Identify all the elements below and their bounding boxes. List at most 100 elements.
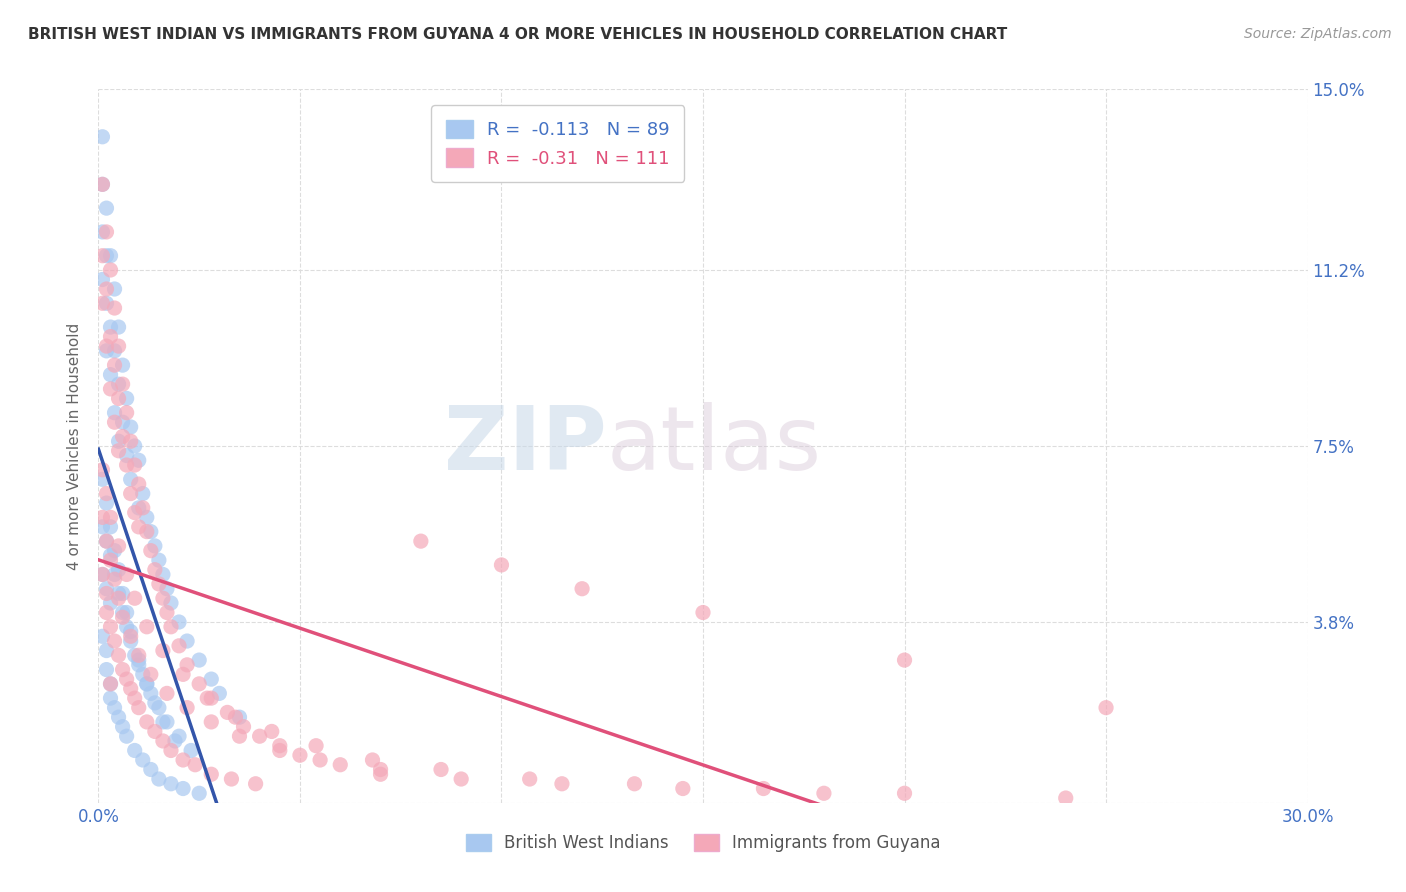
Point <box>200 672 222 686</box>
Point <box>91 272 114 286</box>
Point <box>96 606 118 620</box>
Point <box>115 729 138 743</box>
Point <box>128 648 150 663</box>
Point <box>128 653 150 667</box>
Point <box>152 734 174 748</box>
Point <box>91 178 114 192</box>
Point <box>195 691 218 706</box>
Point <box>152 567 174 582</box>
Point <box>156 714 179 729</box>
Point <box>172 753 194 767</box>
Point <box>200 691 222 706</box>
Point <box>128 453 150 467</box>
Point <box>128 500 150 515</box>
Point <box>139 524 162 539</box>
Point <box>430 763 453 777</box>
Point <box>96 339 118 353</box>
Point <box>100 596 122 610</box>
Point <box>100 263 122 277</box>
Point <box>103 572 125 586</box>
Point <box>135 510 157 524</box>
Point <box>107 339 129 353</box>
Point <box>228 710 250 724</box>
Point <box>139 543 162 558</box>
Point <box>115 392 138 406</box>
Text: Source: ZipAtlas.com: Source: ZipAtlas.com <box>1244 27 1392 41</box>
Point <box>148 577 170 591</box>
Point <box>135 677 157 691</box>
Point <box>103 282 125 296</box>
Point <box>96 663 118 677</box>
Point <box>96 582 118 596</box>
Y-axis label: 4 or more Vehicles in Household: 4 or more Vehicles in Household <box>67 322 83 570</box>
Point <box>107 648 129 663</box>
Point <box>228 729 250 743</box>
Point <box>217 706 239 720</box>
Point <box>96 296 118 310</box>
Point <box>160 743 183 757</box>
Point <box>188 653 211 667</box>
Point <box>176 657 198 672</box>
Point <box>224 710 246 724</box>
Point <box>100 382 122 396</box>
Point <box>120 634 142 648</box>
Point <box>96 586 118 600</box>
Point <box>672 781 695 796</box>
Point <box>107 392 129 406</box>
Point <box>100 320 122 334</box>
Point <box>107 434 129 449</box>
Point <box>200 714 222 729</box>
Legend: British West Indians, Immigrants from Guyana: British West Indians, Immigrants from Gu… <box>458 827 948 859</box>
Point <box>100 549 122 563</box>
Point <box>91 520 114 534</box>
Point <box>245 777 267 791</box>
Point <box>115 672 138 686</box>
Point <box>152 714 174 729</box>
Point <box>111 663 134 677</box>
Point <box>167 729 190 743</box>
Point <box>249 729 271 743</box>
Point <box>132 753 155 767</box>
Point <box>100 553 122 567</box>
Point <box>752 781 775 796</box>
Point <box>107 443 129 458</box>
Point <box>692 606 714 620</box>
Point <box>96 201 118 215</box>
Point <box>124 591 146 606</box>
Point <box>100 249 122 263</box>
Point <box>139 667 162 681</box>
Point <box>96 643 118 657</box>
Point <box>221 772 243 786</box>
Point <box>120 624 142 639</box>
Point <box>124 743 146 757</box>
Point <box>115 449 138 463</box>
Point <box>107 710 129 724</box>
Point <box>91 567 114 582</box>
Point <box>180 743 202 757</box>
Point <box>188 677 211 691</box>
Point <box>571 582 593 596</box>
Point <box>96 534 118 549</box>
Point <box>551 777 574 791</box>
Point <box>160 620 183 634</box>
Point <box>128 477 150 491</box>
Point <box>103 567 125 582</box>
Point <box>156 582 179 596</box>
Text: ZIP: ZIP <box>443 402 606 490</box>
Point <box>91 463 114 477</box>
Point <box>91 249 114 263</box>
Point <box>160 777 183 791</box>
Point <box>152 591 174 606</box>
Point <box>288 748 311 763</box>
Point <box>176 700 198 714</box>
Point <box>111 415 134 429</box>
Point <box>91 472 114 486</box>
Point <box>91 178 114 192</box>
Point <box>96 534 118 549</box>
Point <box>156 606 179 620</box>
Point <box>1095 700 1118 714</box>
Point <box>409 534 432 549</box>
Point <box>100 677 122 691</box>
Point <box>128 657 150 672</box>
Point <box>128 520 150 534</box>
